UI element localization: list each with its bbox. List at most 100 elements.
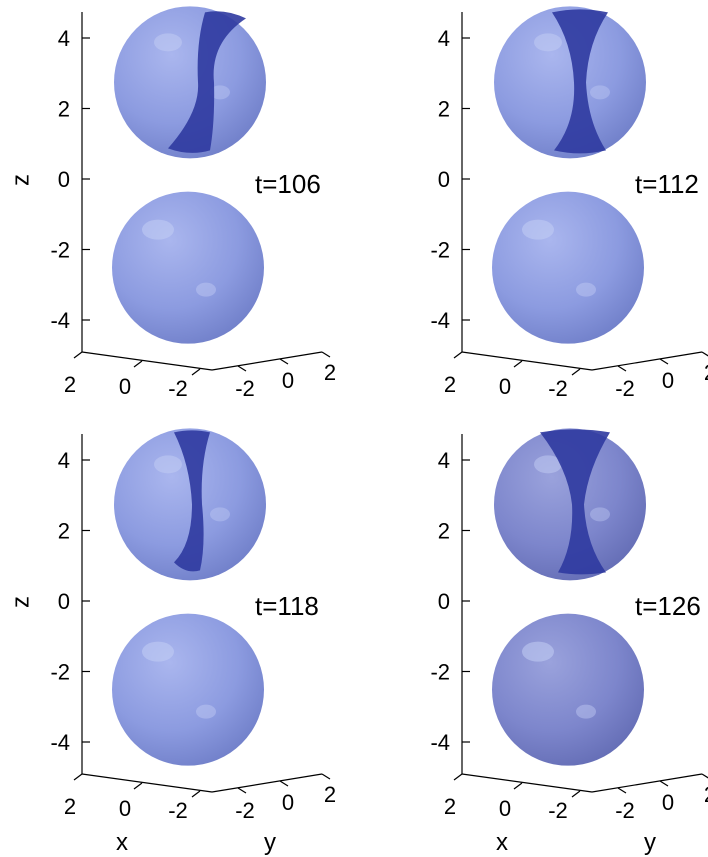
lower-sphere [492, 191, 644, 344]
y-tick-label: -2 [235, 798, 255, 823]
panel-4: 4 2 0 -2 -4 2 0 -2 -2 0 2 x y t=126 [430, 428, 708, 856]
x-tick [191, 368, 201, 376]
x-axis-line [81, 773, 213, 793]
x-tick [133, 360, 143, 368]
lower-sphere [112, 613, 264, 766]
y-tick [701, 773, 708, 779]
y-axis-label: y [264, 829, 276, 856]
z-tick-label: 2 [58, 519, 70, 544]
x-tick-label: 2 [64, 372, 76, 397]
panel-2: 4 2 0 -2 -4 2 0 -2 -2 0 2 t=112 [430, 6, 708, 401]
upper-sphere-highlight [210, 507, 230, 522]
upper-sphere-highlight [154, 455, 182, 474]
time-label: t=112 [635, 169, 699, 199]
z-tick-label: 0 [438, 167, 450, 192]
panel-3: 4 2 0 -2 -4 z 2 0 -2 -2 0 2 x y t=118 [7, 428, 336, 856]
upper-sphere-highlight [534, 33, 562, 52]
z-tick-label: 0 [58, 589, 70, 614]
upper-sphere-highlight [590, 85, 610, 100]
upper-sphere-cutout [168, 11, 246, 153]
y-tick [321, 773, 331, 780]
x-tick [571, 790, 581, 798]
x-tick-label: 2 [64, 794, 76, 819]
y-tick [279, 358, 289, 365]
x-tick-label: 2 [444, 794, 456, 819]
z-tick-label: -2 [430, 660, 450, 685]
x-tick [133, 782, 143, 790]
x-tick [453, 773, 463, 781]
y-tick-label: 2 [704, 782, 708, 807]
x-axis-line [461, 351, 593, 371]
z-tick-label: 2 [58, 97, 70, 122]
z-tick-label: 4 [58, 448, 70, 473]
z-tick-label: 2 [438, 97, 450, 122]
x-tick-label: -2 [548, 376, 568, 401]
x-tick-label: 0 [499, 796, 511, 821]
lower-sphere-highlight [576, 704, 596, 719]
x-tick [73, 351, 83, 359]
y-tick [237, 365, 247, 372]
x-tick-label: 0 [119, 374, 131, 399]
x-tick [191, 790, 201, 798]
y-tick [237, 787, 247, 794]
z-tick-label: 0 [58, 167, 70, 192]
lower-sphere-highlight [522, 641, 554, 662]
y-axis-line [211, 773, 323, 793]
lower-sphere [112, 191, 264, 344]
z-tick-label: -2 [50, 660, 70, 685]
z-tick-label: -4 [430, 308, 450, 333]
x-tick [513, 782, 523, 790]
y-tick-label: 2 [324, 360, 336, 385]
x-axis-label: x [496, 829, 508, 856]
x-tick-label: -2 [168, 798, 188, 823]
y-tick-label: -2 [615, 798, 635, 823]
x-tick [571, 368, 581, 376]
upper-sphere [114, 428, 266, 581]
time-label: t=126 [635, 591, 701, 621]
z-tick-label: -4 [50, 730, 70, 755]
upper-sphere-highlight [534, 455, 562, 474]
y-tick-label: 2 [324, 782, 336, 807]
lower-sphere-highlight [522, 219, 554, 240]
z-tick-label: 4 [438, 448, 450, 473]
y-tick [321, 351, 331, 358]
x-axis-line [81, 351, 213, 371]
z-axis-label: z [7, 174, 34, 186]
x-axis-line [461, 773, 593, 793]
y-tick [617, 787, 627, 794]
x-tick-label: -2 [168, 376, 188, 401]
y-tick-label: 0 [662, 790, 674, 815]
x-tick-label: 2 [444, 372, 456, 397]
z-tick-label: 4 [58, 26, 70, 51]
z-tick-label: 4 [438, 26, 450, 51]
y-tick-label: 0 [282, 790, 294, 815]
z-tick-label: 0 [438, 589, 450, 614]
upper-sphere-highlight [210, 85, 230, 100]
lower-sphere-highlight [142, 219, 174, 240]
upper-sphere-cutout [174, 430, 210, 572]
z-axis-label: z [7, 596, 34, 608]
x-tick-label: 0 [119, 796, 131, 821]
x-tick-label: -2 [548, 798, 568, 823]
y-tick [659, 358, 669, 365]
upper-sphere-highlight [154, 33, 182, 52]
y-tick-label: 0 [662, 368, 674, 393]
z-tick-label: -2 [430, 238, 450, 263]
y-tick-label: 2 [704, 360, 708, 385]
y-axis-label: y [644, 829, 656, 856]
y-tick-label: -2 [615, 376, 635, 401]
y-axis-line [591, 773, 703, 793]
y-tick [701, 351, 708, 357]
lower-sphere-highlight [196, 282, 216, 297]
upper-sphere [114, 6, 266, 159]
y-axis-line [211, 351, 323, 371]
time-label: t=118 [255, 591, 319, 621]
lower-sphere-highlight [576, 282, 596, 297]
lower-sphere [492, 613, 644, 766]
lower-sphere-highlight [142, 641, 174, 662]
y-axis-line [591, 351, 703, 371]
y-tick-label: -2 [235, 376, 255, 401]
upper-sphere [494, 428, 646, 581]
y-tick [659, 780, 669, 787]
